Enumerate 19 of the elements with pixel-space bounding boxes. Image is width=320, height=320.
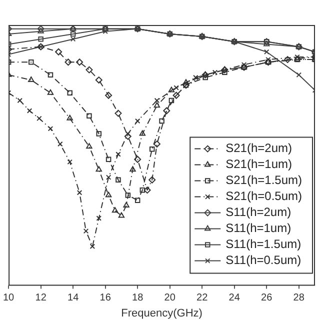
x-tick-label: 16 [100,292,112,304]
x-tick-label: 22 [196,292,208,304]
legend-label: S11(h=1.5um) [226,237,302,252]
x-tick-label: 24 [228,292,240,304]
x-tick-label: 20 [164,292,176,304]
x-tick-label: 12 [35,292,47,304]
legend-label: S21(h=2um) [226,141,292,156]
legend-label: S21(h=1um) [226,157,292,172]
legend-label: S11(h=0.5um) [226,253,302,268]
x-axis-title: Frequency(GHz) [121,307,202,320]
x-tick-label: 10 [3,292,15,304]
x-tick-label: 18 [132,292,144,304]
legend-label: S21(h=1.5um) [226,173,302,188]
x-tick-label: 28 [293,292,305,304]
x-tick-label: 14 [68,292,80,304]
legend-label: S11(h=1um) [226,221,292,236]
legend-label: S21(h=0.5um) [226,189,302,204]
legend-label: S11(h=2um) [226,205,292,220]
x-tick-label: 26 [261,292,273,304]
